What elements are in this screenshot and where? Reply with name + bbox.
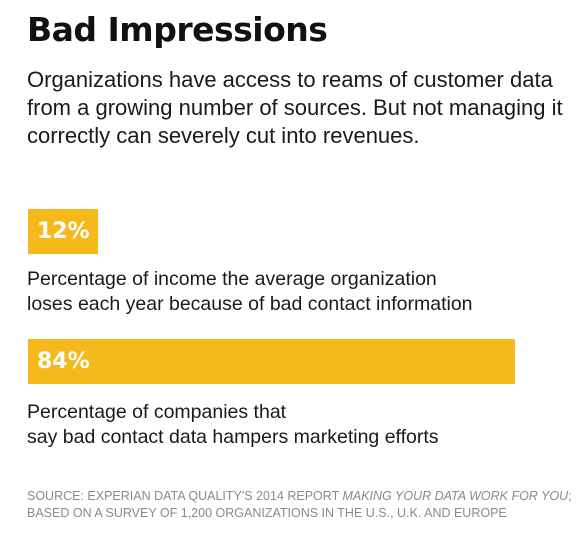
source-prefix: Source: Experian Data Quality's 2014 rep… [27,489,343,503]
bar-value-label: 12% [37,219,90,244]
bar: 12% [28,209,98,254]
source-report-title: Making Your Data Work for You [342,489,569,503]
source-note: Source: Experian Data Quality's 2014 rep… [27,488,577,522]
intro-text: Organizations have access to reams of cu… [27,67,563,148]
bar: 84% [28,339,515,384]
bar-value-label: 84% [37,349,90,374]
page-title: Bad Impressions [27,10,328,49]
bar-category-label: Percentage of income the average organiz… [27,268,473,315]
bar-category-label: Percentage of companies that say bad cont… [27,401,439,448]
source-suffix: ; based on a survey of 1,200 organizatio… [27,489,572,520]
